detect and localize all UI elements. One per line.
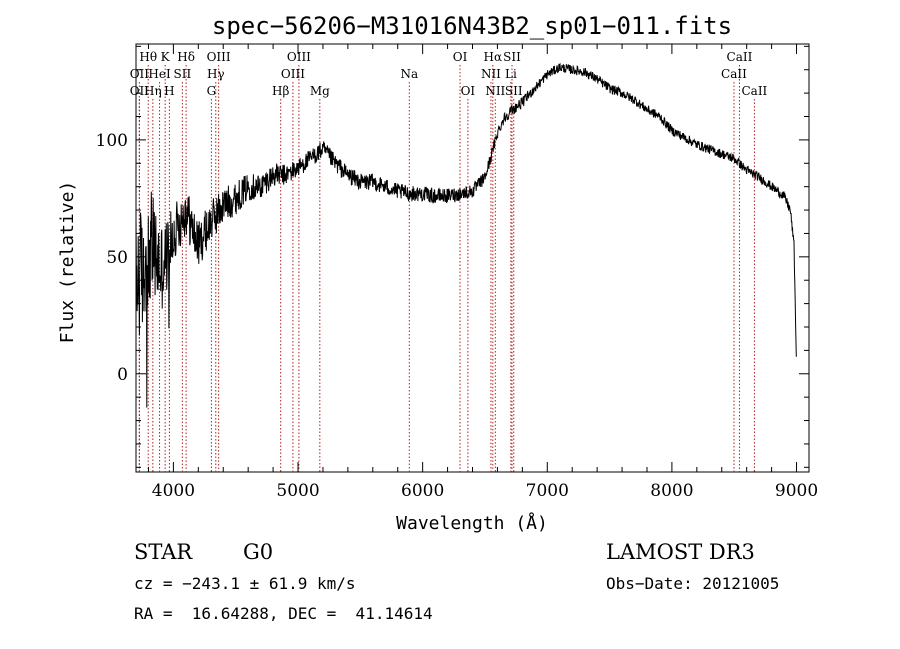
- spectral-line-label: Hδ: [177, 50, 195, 64]
- y-axis: 0 50 100: [96, 45, 809, 468]
- spectral-line-label: NII: [481, 67, 501, 81]
- spectral-line-label: OIII: [287, 50, 311, 64]
- spectral-line-label: OIII: [281, 67, 305, 81]
- spectral-line-label: Hα: [484, 50, 503, 64]
- spectral-line-label: OII: [130, 84, 150, 98]
- x-tick-label: 6000: [401, 481, 444, 501]
- spectral-line-label: HeI: [148, 67, 171, 81]
- ra-dec-coordinates: RA = 16.64288, DEC = 41.14614: [134, 604, 433, 623]
- spectral-line-label: CaII: [741, 84, 767, 98]
- spectral-line-label: Hβ: [272, 84, 289, 98]
- redshift-velocity: cz = −243.1 ± 61.9 km/s: [134, 574, 356, 593]
- x-tick-label: 9000: [775, 481, 818, 501]
- spectral-line-label: Hγ: [207, 67, 225, 81]
- spectral-line-label: OIII: [207, 50, 231, 64]
- spectral-line-label: SII: [174, 67, 192, 81]
- x-tick-label: 7000: [526, 481, 569, 501]
- observation-date: Obs−Date: 20121005: [606, 574, 780, 593]
- survey-name: LAMOST DR3: [606, 540, 755, 564]
- spectral-line-label: H: [164, 84, 174, 98]
- spectral-line-label: OI: [453, 50, 468, 64]
- spectral-line-label: SII: [503, 50, 521, 64]
- chart-title: spec−56206−M31016N43B2_sp01−011.fits: [212, 12, 732, 40]
- y-tick-label: 0: [117, 365, 128, 385]
- x-tick-label: 4000: [152, 481, 195, 501]
- spectral-line-label: K: [161, 50, 171, 64]
- object-subclass: G0: [243, 540, 274, 564]
- x-axis-label: Wavelength (Å): [396, 512, 548, 534]
- spectral-line-label: Hη: [144, 84, 162, 98]
- spectral-line-label: G: [207, 84, 217, 98]
- y-tick-label: 100: [96, 131, 128, 151]
- y-axis-label: Flux (relative): [57, 181, 78, 344]
- plot-frame: [135, 43, 810, 473]
- spectral-line-label: Hθ: [139, 50, 157, 64]
- spectrum-layer: [135, 62, 797, 408]
- x-tick-label: 8000: [650, 481, 693, 501]
- y-tick-label: 50: [106, 248, 128, 268]
- spectral-line-markers: [138, 65, 755, 472]
- spectral-line-label: Mg: [310, 84, 330, 98]
- spectral-line-label: NII: [485, 84, 505, 98]
- x-tick-label: 5000: [276, 481, 319, 501]
- spectral-line-label: Li: [505, 67, 517, 81]
- spectral-line-label: CaII: [727, 50, 753, 64]
- spectral-line-label: Na: [400, 67, 418, 81]
- object-class: STAR: [134, 540, 193, 564]
- spectral-line-label: OII: [130, 67, 150, 81]
- spectral-line-label: OI: [461, 84, 476, 98]
- spectrum-line: [135, 62, 797, 408]
- x-axis: 4000 5000 6000 7000 8000 9000: [147, 44, 818, 501]
- spectral-line-label: CaII: [721, 67, 747, 81]
- spectral-line-label: SII: [505, 84, 523, 98]
